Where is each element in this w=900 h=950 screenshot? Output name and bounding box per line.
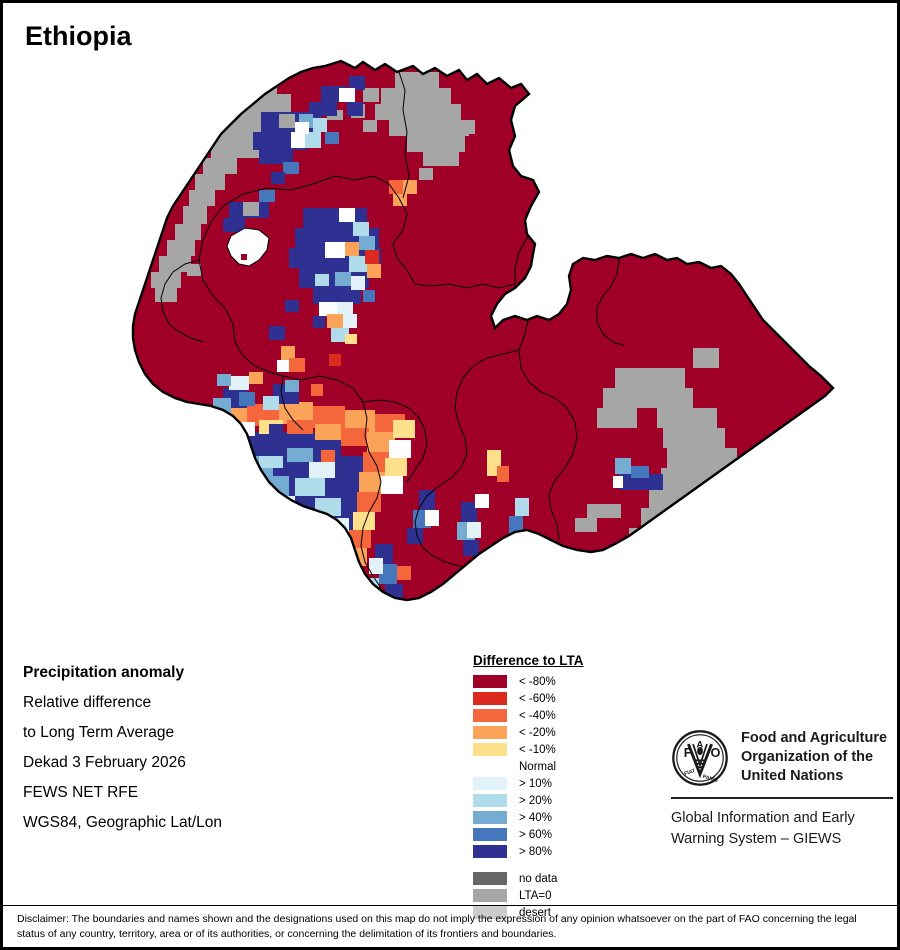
legend-label: < -40% xyxy=(519,709,556,722)
legend-item: < -40% xyxy=(473,707,653,724)
disclaimer-text: Disclaimer: The boundaries and names sho… xyxy=(17,913,857,940)
legend-item: > 60% xyxy=(473,826,653,843)
legend-swatch xyxy=(473,726,507,739)
legend-label: > 60% xyxy=(519,828,552,841)
legend-label: < -80% xyxy=(519,675,556,688)
legend-label: no data xyxy=(519,872,558,885)
legend-item-extra: LTA=0 xyxy=(473,887,653,904)
svg-text:A: A xyxy=(697,740,704,750)
southwest-wet-cells xyxy=(167,432,373,600)
legend-swatch xyxy=(473,872,507,885)
legend-item: > 10% xyxy=(473,775,653,792)
legend-label: > 20% xyxy=(519,794,552,807)
legend-label: > 80% xyxy=(519,845,552,858)
fao-logo-icon: F A O FIAT PANIS xyxy=(672,730,728,786)
fao-divider xyxy=(671,797,893,799)
giews-line-1: Warning System – GIEWS xyxy=(671,831,842,847)
giews-line-0: Global Information and Early xyxy=(671,810,855,826)
svg-text:F: F xyxy=(684,745,692,760)
caption-line-1: Relative difference xyxy=(23,694,152,711)
legend-swatch xyxy=(473,845,507,858)
legend-label: < -60% xyxy=(519,692,556,705)
legend-item-extra: no data xyxy=(473,870,653,887)
legend-swatch xyxy=(473,794,507,807)
legend-item: > 80% xyxy=(473,843,653,860)
map-svg xyxy=(131,59,835,602)
legend-item: < -20% xyxy=(473,724,653,741)
svg-text:PANIS: PANIS xyxy=(702,774,719,784)
legend-swatch xyxy=(473,811,507,824)
legend-swatch xyxy=(473,675,507,688)
legend-item: > 20% xyxy=(473,792,653,809)
legend-swatch xyxy=(473,692,507,705)
legend-swatch xyxy=(473,760,507,773)
east-wet-cells xyxy=(613,458,663,490)
svg-text:O: O xyxy=(710,745,720,760)
legend-label: > 10% xyxy=(519,777,552,790)
lake-tana xyxy=(226,227,270,267)
legend-swatch xyxy=(473,743,507,756)
north-anomaly-cells xyxy=(253,76,365,184)
disclaimer-box: Disclaimer: The boundaries and names sho… xyxy=(3,905,897,947)
map-raster-layer xyxy=(133,61,833,600)
svg-text:FIAT: FIAT xyxy=(684,768,697,777)
legend-item: < -80% xyxy=(473,673,653,690)
caption-block: Precipitation anomaly Relative differenc… xyxy=(23,658,323,838)
caption-line-4: FEWS NET RFE xyxy=(23,784,139,801)
legend-label: Normal xyxy=(519,760,557,773)
legend: Difference to LTA < -80% < -60% < -40% <… xyxy=(473,653,653,921)
legend-swatch xyxy=(473,889,507,902)
legend-swatch xyxy=(473,828,507,841)
country-outline xyxy=(131,59,835,602)
legend-swatch xyxy=(473,906,507,919)
fao-org-line-1: Organization of the xyxy=(741,749,874,765)
caption-line-2: to Long Term Average xyxy=(23,724,175,741)
legend-item: < -60% xyxy=(473,690,653,707)
fao-org-line-0: Food and Agriculture xyxy=(741,730,888,746)
legend-label: < -20% xyxy=(519,726,556,739)
caption-line-3: Dekad 3 February 2026 xyxy=(23,754,186,771)
fao-org-line-2: United Nations xyxy=(741,768,844,784)
page-title: Ethiopia xyxy=(25,21,132,51)
caption-line-5: WGS84, Geographic Lat/Lon xyxy=(23,814,223,831)
fao-branding: F A O FIAT PANIS Food and Agriculture Or… xyxy=(671,729,893,850)
legend-label: < -10% xyxy=(519,743,556,756)
legend-swatch xyxy=(473,709,507,722)
legend-item: < -10% xyxy=(473,741,653,758)
legend-swatch xyxy=(473,777,507,790)
legend-label: > 40% xyxy=(519,811,552,824)
choropleth-map[interactable] xyxy=(63,58,853,633)
legend-label: LTA=0 xyxy=(519,889,552,902)
legend-item: > 40% xyxy=(473,809,653,826)
legend-spacer xyxy=(473,860,653,870)
legend-item-extra: desert xyxy=(473,904,653,921)
legend-item: Normal xyxy=(473,758,653,775)
lake-tana-anomaly-cells xyxy=(223,190,381,342)
legend-title: Difference to LTA xyxy=(473,653,584,668)
caption-line-0: Precipitation anomaly xyxy=(23,664,185,681)
legend-label: desert xyxy=(519,906,551,919)
